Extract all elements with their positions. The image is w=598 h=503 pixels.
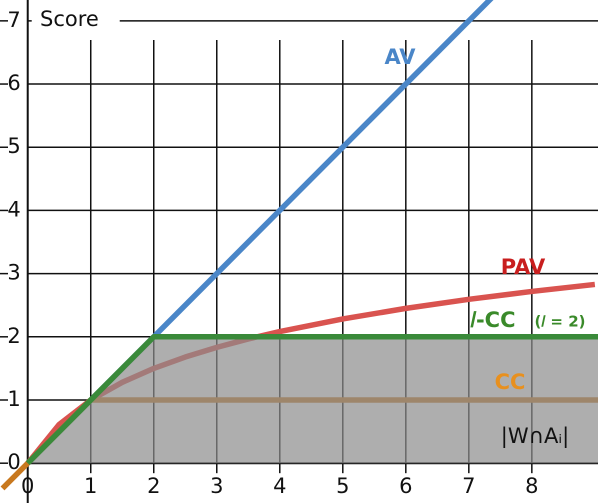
y-tick-label: 5 — [7, 134, 20, 158]
y-tick-label: 6 — [7, 71, 20, 95]
shaded-area — [27, 336, 598, 464]
y-tick-label: 4 — [7, 197, 20, 221]
series-label: CC — [495, 370, 526, 394]
annotation: (𝑙 = 2) — [534, 313, 585, 331]
x-tick-label: 4 — [273, 474, 286, 498]
x-tick-label: 2 — [147, 474, 160, 498]
y-tick-label: 7 — [7, 8, 20, 32]
series-label: PAV — [501, 255, 546, 279]
x-tick-label: 8 — [525, 474, 538, 498]
series-label: 𝑙-CC — [470, 308, 516, 332]
annotation: |W∩Aᵢ| — [501, 424, 569, 449]
y-tick-label: 0 — [7, 450, 20, 474]
x-tick-label: 1 — [84, 474, 97, 498]
series-label: AV — [384, 45, 416, 69]
x-tick-label: 5 — [336, 474, 349, 498]
y-tick-label: 3 — [7, 261, 20, 285]
x-tick-label: 7 — [462, 474, 475, 498]
y-label-bg — [31, 6, 120, 34]
series-line — [25, 334, 598, 466]
x-tick-label: 6 — [399, 474, 412, 498]
y-tick-label: 1 — [7, 387, 20, 411]
y-tick-label: 2 — [7, 324, 20, 348]
y-axis-label: Score — [40, 7, 99, 31]
x-tick-label: 3 — [210, 474, 223, 498]
